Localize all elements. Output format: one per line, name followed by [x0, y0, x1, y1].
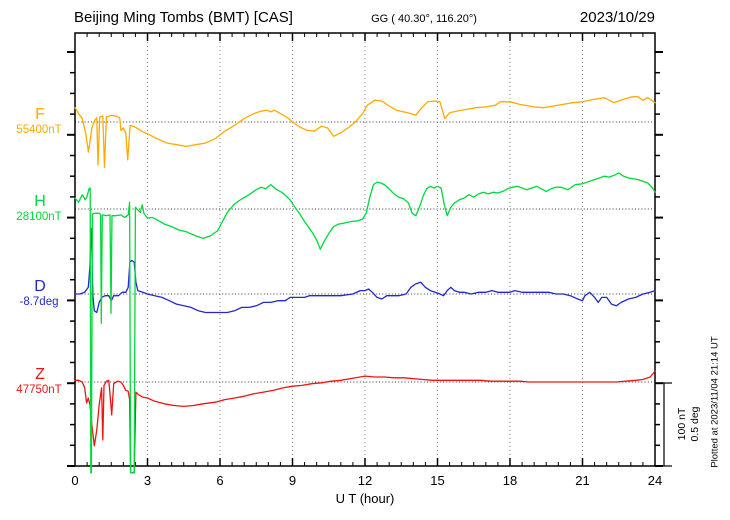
x-tick-label: 6 — [216, 473, 224, 488]
x-tick-label: 0 — [71, 473, 79, 488]
channel-label-H: H — [34, 193, 46, 210]
channel-baseline-value-H: 28100nT — [16, 211, 62, 223]
channel-baseline-value-Z: 47750nT — [16, 384, 62, 396]
trace-H — [74, 172, 656, 474]
trace-F — [74, 96, 656, 169]
chart-title: Beijing Ming Tombs (BMT) [CAS] — [74, 9, 293, 26]
channel-label-D: D — [34, 278, 46, 295]
trace-D — [74, 227, 656, 314]
x-tick-label: 18 — [502, 473, 518, 488]
x-tick-label: 9 — [288, 473, 297, 488]
x-tick-label: 12 — [357, 473, 373, 488]
station-coordinates: GG ( 40.30°, 116.20°) — [371, 13, 477, 25]
channel-baseline-value-F: 55400nT — [16, 124, 62, 136]
channel-label-F: F — [35, 106, 45, 123]
x-tick-label: 24 — [647, 473, 663, 488]
scale-bar-label-nt: 100 nT — [676, 407, 688, 441]
scale-bar-label-deg: 0.5 deg — [689, 406, 701, 442]
x-axis-label: U T (hour) — [335, 491, 395, 506]
channel-label-Z: Z — [35, 366, 45, 383]
plot-date: 2023/10/29 — [579, 9, 655, 26]
trace-Z — [74, 370, 656, 474]
x-tick-label: 15 — [430, 473, 445, 488]
x-tick-label: 21 — [575, 473, 590, 488]
plot-frame — [74, 32, 656, 467]
x-tick-label: 3 — [143, 473, 152, 488]
plot-timestamp: Plotted at 2023/11/04 21:14 UT — [709, 336, 721, 468]
channel-baseline-value-D: -8.7deg — [19, 296, 59, 308]
